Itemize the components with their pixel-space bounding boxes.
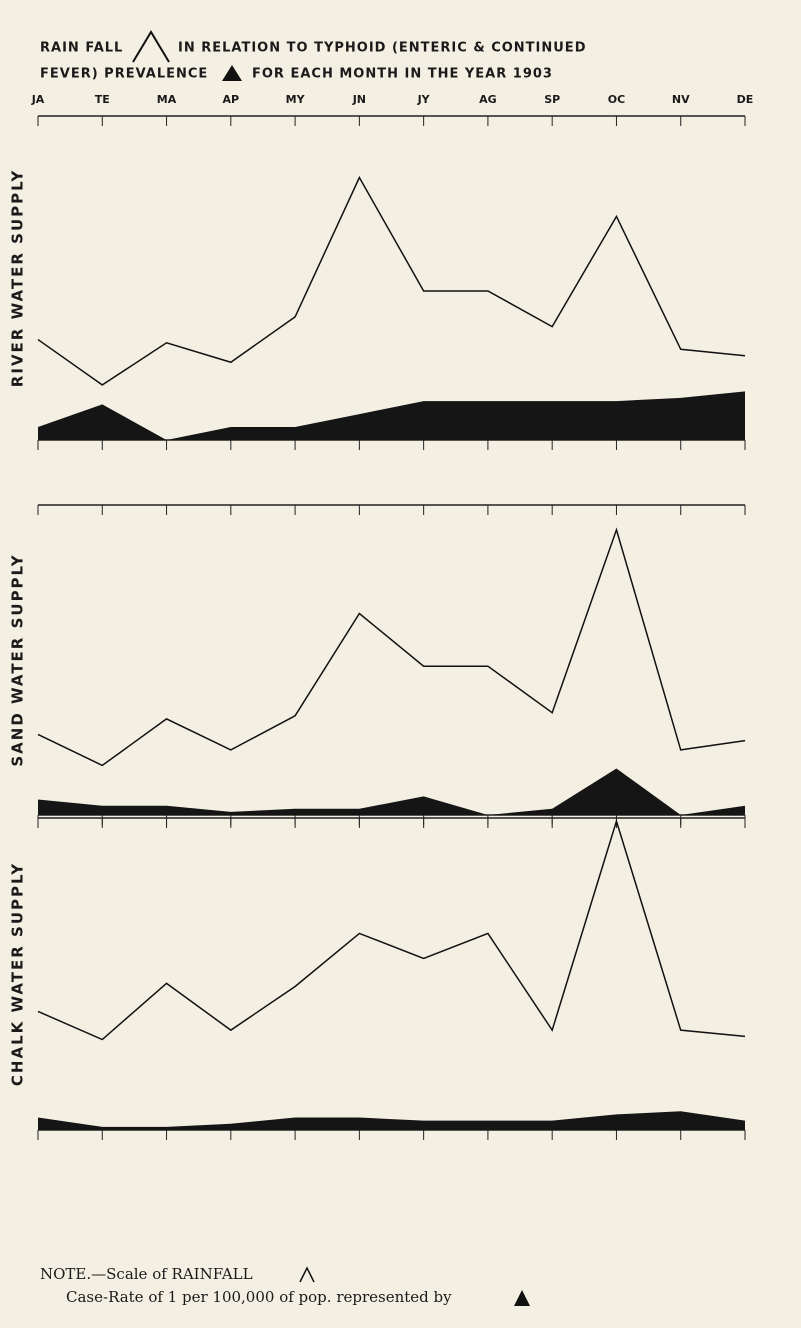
panel-label: SAND WATER SUPPLY <box>9 553 27 766</box>
title: RAIN FALL <box>40 41 123 56</box>
panel-label: CHALK WATER SUPPLY <box>9 862 27 1086</box>
month-label: TE <box>95 93 110 106</box>
rainfall-line <box>37 818 746 1041</box>
case-rate-area <box>38 391 745 440</box>
rainfall-line <box>37 175 746 386</box>
month-label: MA <box>157 93 177 106</box>
month-label: OC <box>608 93 625 106</box>
title: IN RELATION TO TYPHOID (ENTERIC & CONTIN… <box>178 41 586 56</box>
case-rate-area <box>38 768 745 815</box>
month-label: NV <box>672 93 690 106</box>
typhoid-symbol <box>514 1290 530 1306</box>
month-label: JN <box>352 93 366 106</box>
month-label: JA <box>31 93 45 106</box>
note: NOTE.—Scale of RAINFALL <box>40 1265 253 1283</box>
month-label: AP <box>223 93 240 106</box>
rainfall-line <box>37 527 746 767</box>
case-rate-area <box>38 1111 745 1130</box>
rain-symbol <box>299 1266 315 1283</box>
month-label: MY <box>286 93 306 106</box>
title: FEVER) PREVALENCE <box>40 67 208 82</box>
month-label: DE <box>737 93 754 106</box>
title: FOR EACH MONTH IN THE YEAR 1903 <box>252 67 553 82</box>
month-label: SP <box>544 93 560 106</box>
rain-symbol <box>132 30 170 63</box>
note: Case-Rate of 1 per 100,000 of pop. repre… <box>66 1288 452 1306</box>
month-label: JY <box>417 93 431 106</box>
month-label: AG <box>479 93 497 106</box>
typhoid-symbol <box>222 65 242 81</box>
panel-label: RIVER WATER SUPPLY <box>9 169 27 387</box>
